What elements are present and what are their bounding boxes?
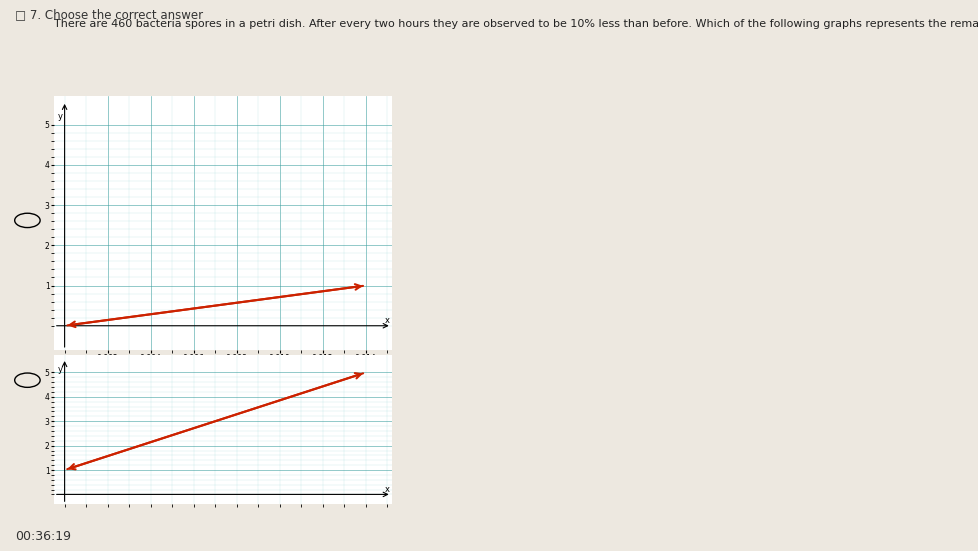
Text: y: y <box>58 365 64 374</box>
Text: x: x <box>384 485 389 494</box>
Text: y: y <box>58 112 64 121</box>
Text: 00:36:19: 00:36:19 <box>15 530 70 543</box>
Text: x: x <box>384 316 389 325</box>
Text: □ 7. Choose the correct answer: □ 7. Choose the correct answer <box>15 8 202 21</box>
Text: There are 460 bacteria spores in a petri dish. After every two hours they are ob: There are 460 bacteria spores in a petri… <box>54 19 978 29</box>
